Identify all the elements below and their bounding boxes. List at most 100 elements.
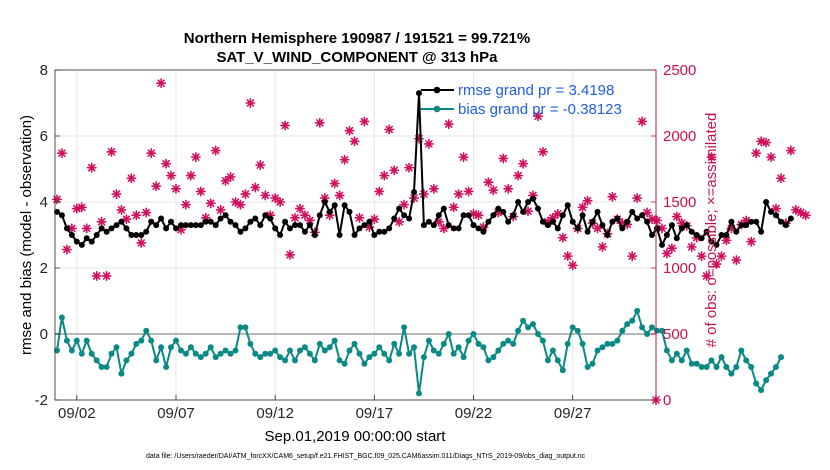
- bias-point: [768, 370, 774, 377]
- legend-bias-marker: [433, 105, 441, 113]
- y-left-tick-label: 8: [40, 62, 48, 79]
- rmse-point: [376, 228, 383, 235]
- obs-count-marker: [334, 190, 345, 201]
- y-right-axis-ticks: 0 500 1000 1500 2000 2500: [651, 62, 696, 409]
- bias-point: [63, 337, 70, 344]
- bias-point: [351, 340, 358, 347]
- bias-point: [78, 350, 85, 357]
- bias-point: [530, 321, 536, 328]
- rmse-point: [133, 232, 140, 238]
- obs-count-marker: [329, 178, 340, 189]
- bias-point: [515, 327, 522, 334]
- obs-count-marker: [399, 199, 410, 210]
- rmse-point: [678, 225, 685, 232]
- rmse-point: [698, 235, 705, 242]
- obs-count-marker: [671, 211, 682, 222]
- rmse-point: [465, 212, 472, 219]
- data-file-footer: data file: /Users/raeder/DAI/ATM_forcXX/…: [146, 453, 586, 460]
- bias-point: [202, 350, 209, 357]
- obs-count-marker: [369, 214, 380, 225]
- bias-point: [564, 340, 571, 347]
- bias-point: [416, 390, 422, 397]
- rmse-point: [708, 238, 715, 245]
- bias-point: [326, 344, 333, 351]
- bias-point: [435, 350, 442, 357]
- obs-count-marker: [443, 119, 454, 130]
- rmse-point: [505, 218, 512, 225]
- y-right-tick-label: 0: [663, 392, 671, 409]
- rmse-point: [743, 222, 750, 229]
- rmse-point: [614, 215, 621, 222]
- bias-point: [668, 357, 675, 364]
- bias-point: [401, 324, 408, 331]
- y-right-tick-label: 500: [663, 326, 688, 343]
- rmse-point: [624, 218, 631, 225]
- rmse-point: [485, 218, 492, 225]
- bias-point: [743, 357, 750, 364]
- y-left-tick-label: -2: [35, 392, 48, 409]
- obs-count-marker: [156, 78, 167, 89]
- bias-point: [207, 344, 214, 351]
- bias-point: [98, 364, 105, 370]
- bias-point: [445, 331, 452, 337]
- bias-point: [639, 324, 646, 331]
- x-tick-label: 09/07: [157, 405, 195, 422]
- rmse-point: [589, 218, 596, 225]
- rmse-point: [758, 228, 765, 235]
- obs-count-marker: [423, 138, 434, 149]
- bias-point: [420, 354, 427, 361]
- x-tick-label: 09/22: [455, 405, 493, 422]
- obs-count-marker: [686, 241, 697, 252]
- rmse-point: [306, 222, 313, 229]
- obs-count-marker: [86, 162, 97, 173]
- rmse-point: [123, 225, 130, 232]
- bias-point: [450, 350, 457, 357]
- rmse-point: [475, 225, 482, 232]
- obs-count-marker: [61, 244, 72, 255]
- obs-count-marker: [473, 210, 484, 221]
- obs-count-marker: [96, 216, 107, 227]
- chart-title: Northern Hemisphere 190987 / 191521 = 99…: [184, 30, 530, 47]
- bias-point: [778, 354, 784, 361]
- rmse-point: [301, 228, 308, 235]
- obs-count-marker: [418, 189, 429, 200]
- rmse-point: [54, 208, 60, 215]
- bias-point: [103, 364, 110, 370]
- bias-point: [723, 364, 730, 370]
- rmse-point: [406, 215, 413, 222]
- obs-count-marker: [255, 160, 266, 171]
- rmse-point: [187, 222, 194, 229]
- rmse-point: [544, 222, 551, 229]
- bias-point: [425, 337, 432, 344]
- y-left-tick-label: 6: [40, 128, 48, 145]
- rmse-point: [247, 218, 254, 225]
- bias-point: [649, 324, 655, 331]
- bias-point: [341, 360, 348, 367]
- bias-point: [728, 370, 735, 377]
- y-right-tick-label: 2000: [663, 128, 696, 145]
- rmse-point: [316, 212, 323, 219]
- bias-point: [475, 340, 482, 347]
- rmse-point: [520, 208, 527, 215]
- obs-count-marker: [503, 183, 514, 194]
- legend: rmse grand pr = 3.4198 bias grand pr = -…: [421, 82, 622, 118]
- bias-point: [609, 340, 616, 347]
- rmse-point: [713, 241, 720, 248]
- x-tick-label: 09/12: [256, 405, 294, 422]
- rmse-point: [98, 225, 105, 232]
- bias-point: [663, 347, 670, 354]
- x-axis-ticks: 09/02 09/07 09/12 09/17 09/22 09/27: [58, 395, 591, 422]
- rmse-point: [609, 218, 616, 225]
- obs-count-marker: [537, 146, 548, 157]
- rmse-point: [351, 232, 358, 238]
- bias-point: [465, 337, 472, 344]
- rmse-point: [559, 212, 566, 219]
- bias-point: [559, 367, 566, 374]
- bias-point: [569, 324, 576, 331]
- bias-point: [331, 337, 338, 344]
- rmse-point: [148, 218, 155, 225]
- obs-count-marker: [428, 183, 439, 194]
- bias-point: [544, 357, 551, 364]
- bias-point: [396, 350, 403, 357]
- bias-point: [629, 317, 636, 324]
